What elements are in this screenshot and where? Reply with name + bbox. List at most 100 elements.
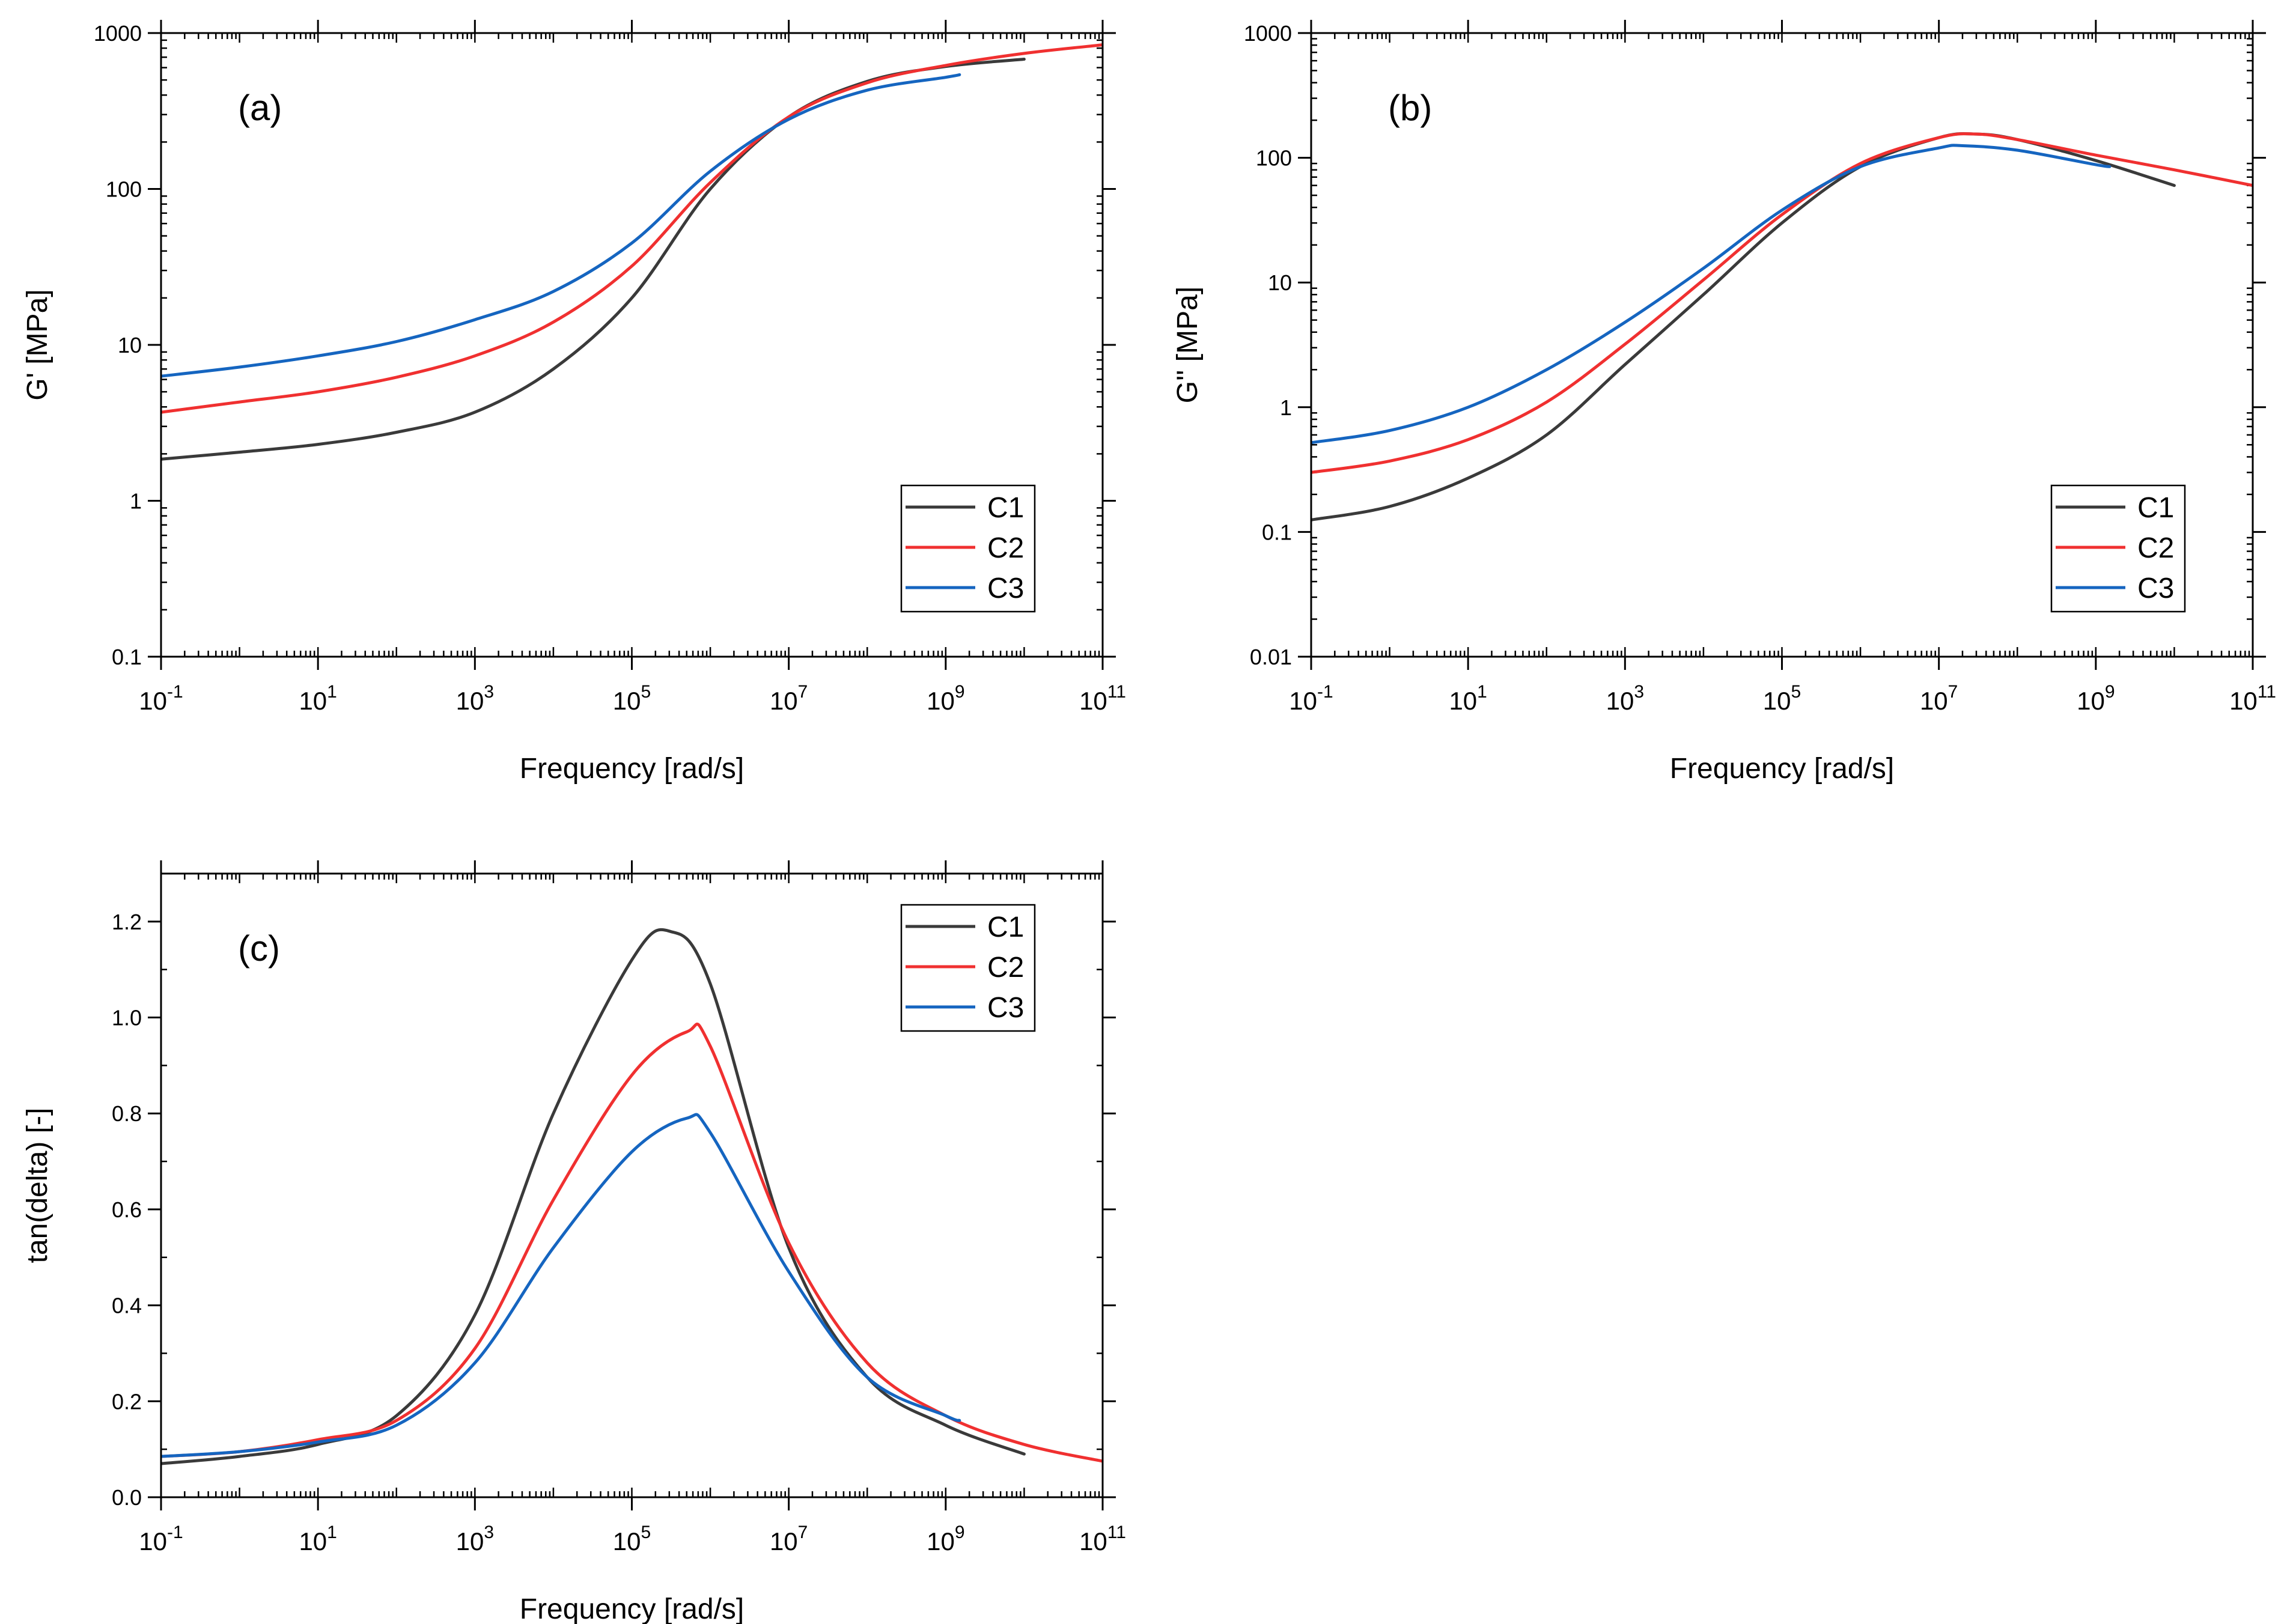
y-axis-ticks: 0.0 0.2 0.4 0.6 0.8 1.0 1.2 xyxy=(112,910,1116,1510)
series-line-c2 xyxy=(161,43,1103,414)
x-tick-exponent: 11 xyxy=(2258,682,2276,702)
x-tick-base: 10 xyxy=(1920,687,1948,715)
x-tick-base: 10 xyxy=(2077,687,2105,715)
x-tick-label: 1011 xyxy=(1079,682,1126,715)
y-tick-label: 1.2 xyxy=(112,910,142,934)
x-tick-base: 10 xyxy=(2229,687,2258,715)
x-tick-label: 101 xyxy=(299,1522,336,1556)
x-tick-label: 10-1 xyxy=(139,1522,183,1556)
x-tick-base: 10 xyxy=(1079,687,1107,715)
x-tick-exponent: -1 xyxy=(167,1522,183,1542)
x-tick-base: 10 xyxy=(299,687,327,715)
y-tick-label: 0.0 xyxy=(112,1485,142,1510)
y-tick-label: 0.6 xyxy=(112,1197,142,1222)
x-tick-exponent: 7 xyxy=(1948,682,1958,702)
x-tick-base: 10 xyxy=(613,1527,641,1556)
legend-label-c1: C1 xyxy=(2137,492,2174,524)
y-axis-title: G'' [MPa] xyxy=(1172,287,1204,403)
x-minor-ticks xyxy=(160,33,1104,657)
y-tick-label: 1 xyxy=(130,489,142,514)
x-tick-label: 103 xyxy=(456,682,494,715)
legend: C1 C2 C3 xyxy=(2050,484,2186,613)
chart-panel-a: 10-1 101 103 105 107 109 10110.11101001000(a)F… xyxy=(22,20,1126,785)
series-line-c3 xyxy=(1311,144,2112,445)
plot-frame xyxy=(1310,32,2254,658)
chart-panel-c: 10-1 101 103 105 107 109 10110.00.20.40.60.81.… xyxy=(22,860,1126,1624)
x-tick-label: 10-1 xyxy=(1289,682,1333,715)
x-tick-exponent: 1 xyxy=(327,1522,337,1542)
x-tick-label: 105 xyxy=(1763,682,1801,715)
x-tick-exponent: 3 xyxy=(1634,682,1644,702)
panel-label: (b) xyxy=(1388,88,1432,128)
series-line-c3 xyxy=(161,1113,961,1458)
y-axis-title: tan(delta) [-] xyxy=(22,1108,53,1264)
series-lines xyxy=(161,43,1103,461)
y-tick-label: 0.1 xyxy=(1262,520,1292,544)
x-tick-label: 107 xyxy=(1920,682,1958,715)
x-tick-exponent: -1 xyxy=(167,682,183,702)
y-tick-label: 100 xyxy=(106,177,142,202)
series-lines xyxy=(161,928,1103,1465)
x-tick-label: 101 xyxy=(299,682,336,715)
x-tick-label: 109 xyxy=(927,682,964,715)
legend: C1 C2 C3 xyxy=(900,484,1036,613)
y-minor-ticks xyxy=(161,39,1103,611)
x-axis-title: Frequency [rad/s] xyxy=(520,1593,745,1624)
y-tick-label: 0.8 xyxy=(112,1101,142,1126)
y-tick-label: 1.0 xyxy=(112,1006,142,1030)
x-tick-base: 10 xyxy=(139,1527,167,1556)
y-tick-label: 1000 xyxy=(94,21,142,46)
legend-item-c3: C3 xyxy=(906,573,1024,604)
panel-label: (c) xyxy=(238,928,280,969)
y-tick-label: 10 xyxy=(118,333,142,357)
x-tick-label: 1011 xyxy=(1079,1522,1126,1556)
x-tick-exponent: 9 xyxy=(2105,682,2115,702)
x-tick-base: 10 xyxy=(299,1527,327,1556)
x-tick-exponent: 11 xyxy=(1107,1522,1126,1542)
series-line-c1 xyxy=(161,58,1026,461)
x-tick-label: 103 xyxy=(1606,682,1644,715)
x-tick-exponent: 1 xyxy=(327,682,337,702)
chart-panel-b: 10-1 101 103 105 107 109 10110.010.11101001000… xyxy=(1172,20,2276,785)
x-tick-exponent: 5 xyxy=(1791,682,1801,702)
y-axis-ticks: 0.1 1 10 100 1000 xyxy=(94,21,1116,669)
y-tick-label: 0.4 xyxy=(112,1294,142,1318)
x-tick-base: 10 xyxy=(1289,687,1317,715)
x-tick-exponent: 7 xyxy=(798,1522,808,1542)
legend-item-c2: C2 xyxy=(2056,532,2174,564)
x-tick-exponent: 7 xyxy=(798,682,808,702)
legend-item-c1: C1 xyxy=(2056,492,2174,524)
panel-label: (a) xyxy=(238,88,282,128)
x-tick-base: 10 xyxy=(139,687,167,715)
x-tick-exponent: 5 xyxy=(641,682,651,702)
x-tick-exponent: 9 xyxy=(955,1522,965,1542)
x-tick-exponent: 3 xyxy=(484,682,494,702)
x-tick-label: 105 xyxy=(613,1522,651,1556)
y-tick-label: 1 xyxy=(1280,395,1292,420)
legend-label-c2: C2 xyxy=(987,532,1024,564)
x-axis-ticks: 10-1 101 103 105 107 109 1011 xyxy=(139,860,1126,1556)
x-tick-base: 10 xyxy=(927,687,955,715)
series-line-c3 xyxy=(161,73,961,378)
x-tick-label: 107 xyxy=(770,1522,808,1556)
legend-label-c1: C1 xyxy=(987,492,1024,524)
x-tick-label: 103 xyxy=(456,1522,494,1556)
x-tick-label: 105 xyxy=(613,682,651,715)
x-tick-base: 10 xyxy=(770,687,798,715)
plot-frame xyxy=(160,872,1104,1498)
x-tick-label: 10-1 xyxy=(139,682,183,715)
x-tick-base: 10 xyxy=(1763,687,1791,715)
y-tick-label: 1000 xyxy=(1244,21,1292,46)
x-tick-exponent: 11 xyxy=(1107,682,1126,702)
legend: C1 C2 C3 xyxy=(900,904,1036,1032)
x-tick-label: 107 xyxy=(770,682,808,715)
x-tick-label: 101 xyxy=(1449,682,1487,715)
x-axis-title: Frequency [rad/s] xyxy=(520,753,745,785)
legend-item-c3: C3 xyxy=(906,992,1024,1024)
x-tick-base: 10 xyxy=(456,687,484,715)
series-line-c2 xyxy=(1311,132,2253,474)
x-tick-exponent: 5 xyxy=(641,1522,651,1542)
legend-item-c1: C1 xyxy=(906,911,1024,943)
x-tick-base: 10 xyxy=(456,1527,484,1556)
